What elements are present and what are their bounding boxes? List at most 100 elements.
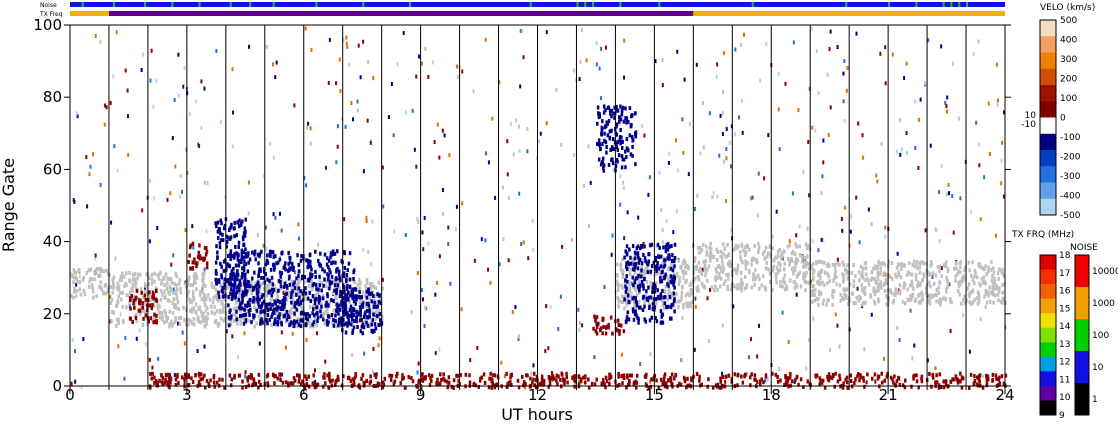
- negative_velocity-point: [270, 314, 273, 319]
- ground_scatter-point: [995, 286, 998, 291]
- negative_velocity-point: [265, 305, 268, 310]
- ground_scatter-point: [381, 286, 384, 291]
- ground_scatter-point: [229, 322, 233, 327]
- negative_velocity-point: [344, 296, 348, 301]
- ground_scatter-point: [768, 271, 772, 276]
- positive_velocity-point: [201, 376, 205, 381]
- negative_velocity-point: [632, 295, 636, 300]
- sparse-point: [522, 240, 525, 245]
- ground_scatter-point: [897, 290, 900, 295]
- noise-tick-2: 100: [1092, 331, 1109, 341]
- positive_velocity-point: [442, 372, 445, 377]
- negative_velocity-point: [299, 318, 302, 323]
- negative_velocity-point: [624, 249, 627, 254]
- positive_velocity-point: [188, 253, 191, 258]
- ground_scatter-point: [239, 293, 242, 298]
- positive_velocity-point: [592, 326, 595, 331]
- negative_velocity-point: [656, 296, 660, 301]
- sparse-point: [630, 292, 633, 297]
- sparse-point: [723, 159, 726, 164]
- negative_velocity-point: [339, 316, 343, 321]
- ground_scatter-point: [959, 260, 962, 265]
- negative_velocity-point: [596, 105, 600, 110]
- ground_scatter-point: [741, 281, 744, 286]
- positive_velocity-point: [601, 331, 604, 336]
- sparse-point: [667, 160, 670, 165]
- sparse-point: [181, 330, 184, 335]
- negative_velocity-point: [618, 115, 621, 120]
- negative_velocity-point: [222, 259, 226, 264]
- ground_scatter-point: [833, 262, 837, 267]
- ground_scatter-point: [627, 265, 631, 270]
- positive_velocity-point: [827, 372, 831, 377]
- sparse-point: [687, 172, 690, 177]
- positive_velocity-point: [180, 375, 184, 380]
- ground_scatter-point: [361, 290, 365, 295]
- sparse-point: [846, 65, 849, 70]
- ground_scatter-point: [852, 283, 856, 288]
- ground_scatter-point: [938, 269, 941, 274]
- positive_velocity-point: [540, 379, 544, 384]
- negative_velocity-point: [255, 308, 259, 313]
- positive_velocity-point: [447, 375, 451, 380]
- negative_velocity-point: [664, 272, 667, 277]
- negative_velocity-point: [631, 307, 635, 312]
- positive_velocity-point: [246, 376, 249, 381]
- velocity-tick-8: -300: [1060, 172, 1081, 182]
- negative_velocity-point: [268, 289, 272, 294]
- sparse-point: [674, 138, 677, 143]
- noise-swatch-1: [1075, 287, 1089, 320]
- sparse-point: [484, 37, 487, 42]
- positive_velocity-point: [663, 372, 667, 377]
- ground_scatter-point: [845, 269, 848, 274]
- negative_velocity-point: [233, 285, 236, 290]
- noise-marker-13: [584, 2, 587, 7]
- negative_velocity-point: [634, 265, 637, 270]
- negative_velocity-point: [297, 269, 301, 274]
- positive_velocity-point: [625, 385, 628, 390]
- negative_velocity-point: [329, 270, 332, 275]
- sparse-point: [179, 194, 182, 199]
- ground_scatter-point: [223, 318, 227, 323]
- negative_velocity-point: [326, 303, 330, 308]
- sparse-point: [362, 169, 365, 174]
- negative_velocity-point: [655, 264, 659, 269]
- ground_scatter-point: [754, 276, 757, 281]
- ground_scatter-point: [944, 297, 948, 302]
- sparse-point: [630, 281, 633, 286]
- negative_velocity-point: [266, 312, 270, 317]
- negative_velocity-point: [625, 286, 628, 291]
- negative_velocity-point: [218, 240, 222, 245]
- sparse-point: [427, 74, 430, 79]
- ground_scatter-point: [764, 245, 768, 250]
- negative_velocity-point: [338, 272, 341, 277]
- positive_velocity-point: [986, 374, 990, 379]
- sparse-point: [113, 144, 116, 149]
- ground_scatter-point: [174, 317, 178, 322]
- negative_velocity-point: [645, 289, 648, 294]
- negative_velocity-point: [288, 260, 292, 265]
- ground_scatter-point: [720, 268, 723, 273]
- ground_scatter-point: [699, 247, 703, 252]
- ground_scatter-point: [621, 268, 625, 273]
- ground_scatter-point: [616, 262, 619, 267]
- positive_velocity-point: [257, 385, 260, 390]
- negative_velocity-point: [626, 279, 629, 284]
- sparse-point: [737, 115, 740, 120]
- positive_velocity-point: [783, 383, 786, 388]
- sparse-point: [945, 104, 948, 109]
- negative_velocity-point: [260, 295, 264, 300]
- sparse-point: [265, 246, 268, 251]
- negative_velocity-point: [618, 119, 621, 124]
- positive_velocity-point: [608, 372, 612, 377]
- negative_velocity-point: [215, 279, 218, 284]
- ground_scatter-point: [872, 299, 876, 304]
- negative_velocity-point: [631, 296, 634, 301]
- ground_scatter-point: [910, 283, 914, 288]
- txfreq-tick-3: 15: [1059, 304, 1070, 314]
- ground_scatter-point: [818, 273, 822, 278]
- positive_velocity-point: [410, 376, 413, 381]
- ground_scatter-point: [812, 289, 815, 294]
- negative_velocity-point: [235, 271, 239, 276]
- negative_velocity-point: [334, 313, 337, 318]
